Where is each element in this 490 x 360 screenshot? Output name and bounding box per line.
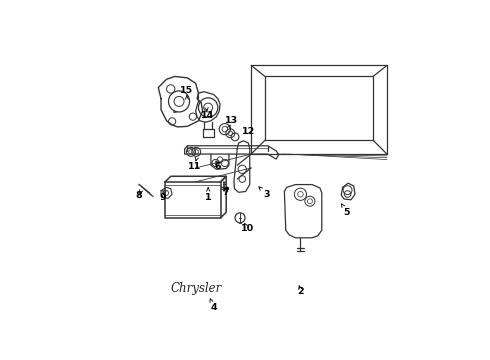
Text: 3: 3 bbox=[263, 190, 270, 199]
Text: 2: 2 bbox=[298, 287, 304, 296]
Text: 10: 10 bbox=[241, 224, 254, 233]
Text: 9: 9 bbox=[159, 193, 166, 202]
Text: 5: 5 bbox=[343, 208, 350, 217]
Text: 14: 14 bbox=[201, 111, 214, 120]
Text: 13: 13 bbox=[225, 116, 238, 125]
Text: 4: 4 bbox=[210, 303, 217, 312]
Text: 15: 15 bbox=[180, 86, 194, 95]
Text: 8: 8 bbox=[135, 191, 142, 200]
Text: Chrysler: Chrysler bbox=[170, 282, 221, 295]
Text: 11: 11 bbox=[188, 162, 201, 171]
Text: 12: 12 bbox=[242, 127, 255, 136]
Text: 1: 1 bbox=[205, 193, 212, 202]
Text: 7: 7 bbox=[222, 188, 229, 197]
Text: 6: 6 bbox=[215, 162, 221, 171]
